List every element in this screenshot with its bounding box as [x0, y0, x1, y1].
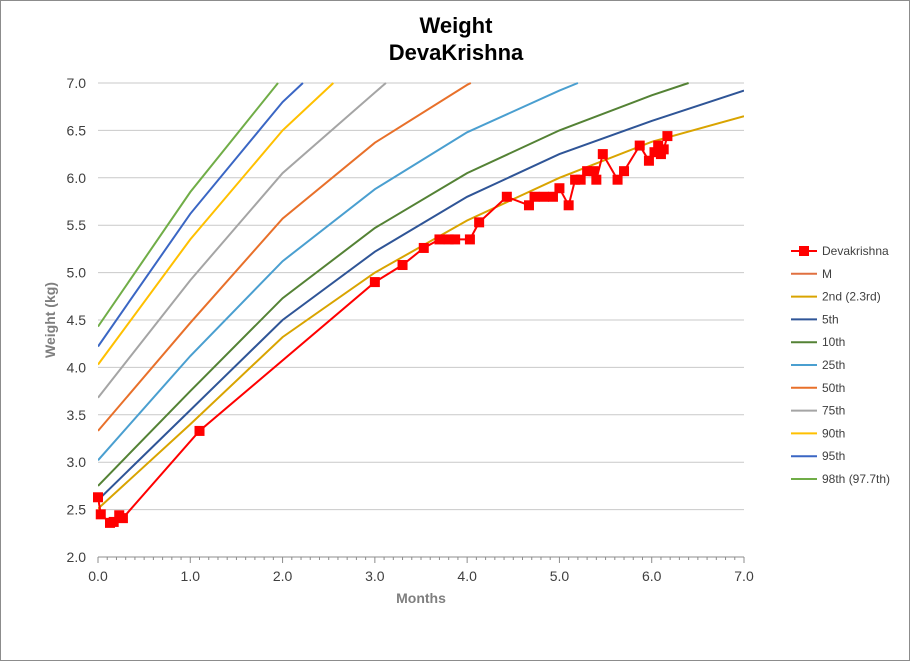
series-line-95th: [98, 82, 304, 348]
data-point-devakrishna: [501, 191, 512, 202]
y-tick-label-2.5: 2.5: [67, 502, 87, 518]
chart-title-line-2: DevaKrishna: [389, 40, 524, 65]
data-point-devakrishna: [434, 234, 445, 245]
data-point-devakrishna: [612, 174, 623, 185]
data-point-devakrishna: [563, 200, 574, 211]
legend-label-75th: 75th: [822, 404, 845, 418]
y-tick-label-4.0: 4.0: [67, 359, 87, 375]
x-axis-title: Months: [396, 590, 446, 606]
series-line-98th-97-7th: [98, 82, 279, 328]
series-line-5th: [98, 89, 744, 501]
data-point-devakrishna: [658, 144, 669, 155]
data-point-devakrishna: [450, 234, 461, 245]
series-line-90th: [98, 82, 334, 366]
y-tick-label-2.0: 2.0: [67, 549, 87, 565]
data-point-devakrishna: [662, 131, 673, 142]
data-point-devakrishna: [397, 260, 408, 271]
y-tick-label-3.5: 3.5: [67, 407, 87, 423]
data-point-devakrishna: [643, 155, 654, 166]
data-point-devakrishna: [582, 166, 593, 177]
legend-label-5th: 5th: [822, 312, 839, 326]
x-tick-label-5.0: 5.0: [550, 568, 570, 584]
x-tick-label-7.0: 7.0: [734, 568, 754, 584]
data-point-devakrishna: [547, 191, 558, 202]
axes: 2.0 2.5 3.0 3.5 4.0 4.5 5.0 5.5 6.0 6.5 7.0 0.0 1.0 2…: [67, 75, 754, 584]
series-line-25th: [98, 82, 579, 461]
x-tick-label-1.0: 1.0: [181, 568, 201, 584]
y-tick-label-4.5: 4.5: [67, 312, 87, 328]
legend-label-m: M: [822, 267, 832, 281]
data-point-devakrishna: [474, 217, 485, 228]
data-point-devakrishna: [591, 174, 602, 185]
data-point-devakrishna: [95, 509, 106, 520]
legend-label-25th: 25th: [822, 358, 845, 372]
legend-label-2nd-2-3rd: 2nd (2.3rd): [822, 290, 881, 304]
data-point-devakrishna: [649, 147, 660, 158]
legend-marker-devakrishna: [799, 246, 809, 256]
legend: Devakrishna M 2nd (2.3rd) 5th 10th 25th 50th 75…: [791, 244, 890, 486]
x-tick-label-2.0: 2.0: [273, 568, 293, 584]
data-point-devakrishna: [108, 516, 119, 527]
data-point-devakrishna: [570, 174, 581, 185]
data-point-devakrishna: [464, 234, 475, 245]
data-point-devakrishna: [523, 200, 534, 211]
y-tick-label-6.5: 6.5: [67, 122, 87, 138]
series-line-50th: [98, 82, 472, 432]
data-point-devakrishna: [194, 425, 205, 436]
legend-label-10th: 10th: [822, 335, 845, 349]
data-point-devakrishna: [619, 166, 630, 177]
series-line-75th: [98, 82, 387, 399]
y-axis-title: Weight (kg): [42, 282, 58, 358]
legend-label-devakrishna: Devakrishna: [822, 244, 889, 258]
data-point-devakrishna: [597, 149, 608, 160]
legend-label-98th-97-7th: 98th (97.7th): [822, 472, 890, 486]
data-point-devakrishna: [369, 277, 380, 288]
data-point-devakrishna: [529, 191, 540, 202]
data-point-devakrishna: [575, 174, 586, 185]
plot-series: [93, 82, 744, 528]
data-point-devakrishna: [554, 183, 565, 194]
data-point-devakrishna: [653, 140, 664, 151]
data-point-devakrishna: [93, 492, 103, 503]
gridlines: [98, 82, 744, 511]
series-line-10th: [98, 82, 689, 487]
legend-label-90th: 90th: [822, 426, 845, 440]
data-point-devakrishna: [538, 191, 549, 202]
x-tick-label-0.0: 0.0: [88, 568, 108, 584]
series-line-2nd-2-3rd: [98, 115, 744, 510]
data-point-devakrishna: [443, 234, 454, 245]
x-tick-label-4.0: 4.0: [457, 568, 477, 584]
legend-label-50th: 50th: [822, 381, 845, 395]
data-point-devakrishna: [117, 513, 128, 524]
y-tick-label-3.0: 3.0: [67, 454, 87, 470]
legend-label-95th: 95th: [822, 449, 845, 463]
data-point-devakrishna: [418, 242, 429, 253]
x-tick-label-6.0: 6.0: [642, 568, 662, 584]
y-tick-label-7.0: 7.0: [67, 75, 87, 91]
y-tick-label-6.0: 6.0: [67, 170, 87, 186]
chart-title-line-1: Weight: [420, 13, 494, 38]
data-point-devakrishna: [588, 166, 599, 177]
x-tick-label-3.0: 3.0: [365, 568, 385, 584]
y-tick-label-5.0: 5.0: [67, 265, 87, 281]
data-point-devakrishna: [634, 140, 645, 151]
y-tick-label-5.5: 5.5: [67, 217, 87, 233]
